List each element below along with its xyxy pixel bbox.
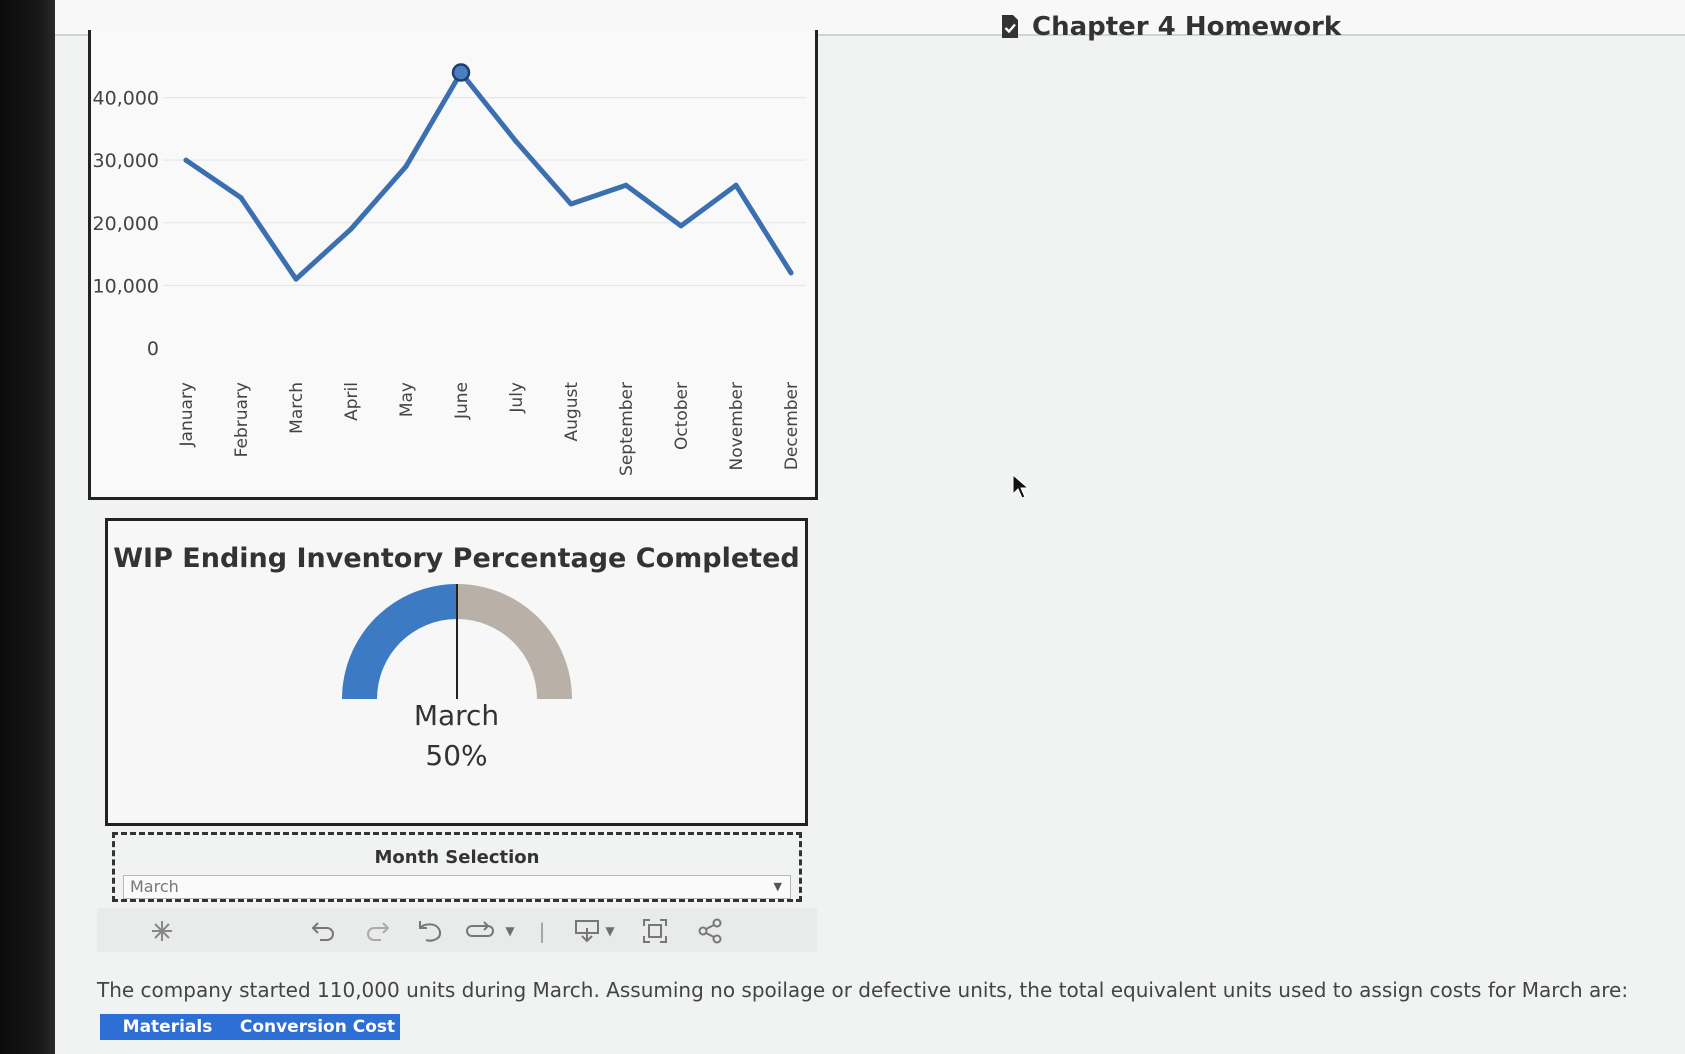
x-tick-label: November [727,382,747,470]
mouse-cursor-icon [1012,474,1030,499]
data-point [403,163,409,169]
y-tick-label: 0 [147,338,159,360]
refresh-dropdown-icon[interactable]: ▼ [505,924,515,938]
month-select-dropdown[interactable]: March ▼ [123,875,791,899]
month-select-value: March [130,877,179,896]
gauge-percent-label: 50% [425,739,488,772]
x-tick-label: June [452,382,472,420]
x-tick-label: October [672,382,692,450]
page-header: Chapter 4 Homework [1000,12,1341,42]
x-tick-label: September [617,382,637,476]
x-tick-label: January [177,382,197,447]
y-tick-label: 40,000 [93,88,159,110]
question-text: The company started 110,000 units during… [97,978,1629,1002]
share-icon[interactable] [695,916,725,946]
data-point [183,157,189,163]
answer-table-header: Materials Conversion Cost [100,1014,400,1040]
x-tick-label: March [287,382,307,434]
y-tick-label: 20,000 [93,213,159,235]
gauge-month-label: March [413,699,500,732]
x-tick-label: August [562,382,582,442]
gauge-title: WIP Ending Inventory Percentage Complete… [113,543,800,574]
tableau-logo-icon[interactable] [147,916,177,946]
data-point [678,223,684,229]
data-point [451,63,471,82]
undo-icon[interactable] [309,916,339,946]
data-point [513,138,519,144]
y-tick-label: 10,000 [93,275,159,297]
data-point [348,226,354,232]
chevron-down-icon: ▼ [773,880,782,893]
gauge-remaining-arc [457,584,572,699]
wip-gauge-panel: WIP Ending Inventory Percentage Complete… [105,518,808,826]
data-point [238,195,244,201]
x-tick-label: February [232,382,252,457]
page-title: Chapter 4 Homework [1032,12,1342,42]
download-dropdown-icon[interactable]: ▼ [605,924,615,938]
month-selection-label: Month Selection [374,847,540,868]
materials-column-header: Materials [122,1017,213,1037]
data-point [293,276,299,282]
document-check-icon [1002,15,1018,38]
x-tick-label: May [397,382,417,417]
data-point [623,182,629,188]
gauge-chart [342,584,572,699]
data-point [568,201,574,207]
data-point [788,270,794,276]
revert-icon[interactable] [415,916,445,946]
line-chart-svg: 40,000 30,000 20,000 10,000 0 January February… [93,63,806,476]
redo-icon[interactable] [362,916,392,946]
x-tick-label: July [507,382,527,414]
viz-toolbar: ▼ | ▼ [97,908,817,952]
y-tick-label: 30,000 [93,150,159,172]
series-line [183,70,794,282]
conversion-cost-column-header: Conversion Cost [239,1017,396,1037]
refresh-icon[interactable] [465,916,495,946]
gauge-filled-arc [342,584,457,699]
x-tick-label: April [342,382,362,421]
data-point [733,182,739,188]
download-icon[interactable] [572,916,602,946]
monitor-bezel [0,0,55,1054]
monthly-line-chart: 40,000 30,000 20,000 10,000 0 January February… [88,30,818,500]
fullscreen-icon[interactable] [640,916,670,946]
x-tick-label: December [782,382,802,470]
month-selection-filter: Month Selection March ▼ [112,832,802,902]
toolbar-divider: | [538,919,546,943]
